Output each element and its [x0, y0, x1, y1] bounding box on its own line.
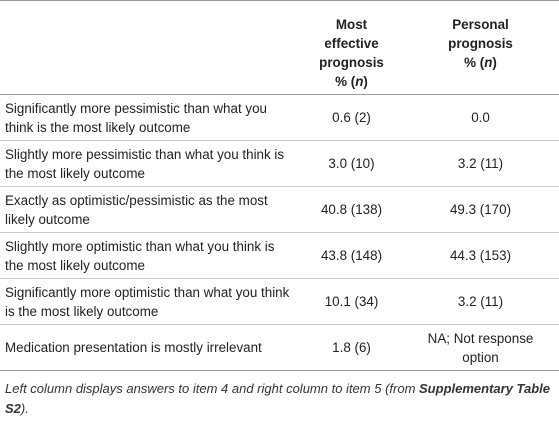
- row-label: Medication presentation is mostly irrele…: [5, 340, 262, 355]
- header-line: prognosis: [448, 36, 513, 51]
- table-body: Significantly more pessimistic than what…: [0, 95, 559, 371]
- table: Most effective prognosis % (n) Personal …: [0, 0, 559, 371]
- header-unit: % (: [335, 74, 356, 89]
- row-label: Significantly more pessimistic than what…: [5, 100, 267, 135]
- cell-value: NA; Not response option: [427, 330, 534, 365]
- table-row: Medication presentation is mostly irrele…: [0, 325, 559, 371]
- footnote-ref: Supplementary Table S2: [5, 381, 551, 416]
- table-row: Slightly more pessimistic than what you …: [0, 141, 559, 187]
- cell-value: 3.0 (10): [328, 156, 375, 171]
- cell-value: 3.2 (11): [457, 294, 504, 309]
- cell-value: 10.1 (34): [324, 294, 379, 309]
- header-unit: ): [492, 55, 497, 70]
- header-unit: ): [363, 74, 368, 89]
- header-unit-var: n: [355, 74, 364, 89]
- header-line: Personal: [452, 17, 509, 32]
- table-row: Significantly more pessimistic than what…: [0, 95, 559, 141]
- footnote-text: ).: [20, 401, 29, 416]
- header-unit: % (: [464, 55, 485, 70]
- cell-value: 0.6 (2): [332, 110, 371, 125]
- cell-value: 1.8 (6): [332, 340, 371, 355]
- header-unit-var: n: [484, 55, 493, 70]
- cell-value: 44.3 (153): [449, 248, 512, 263]
- footnote-text: Left column displays answers to item 4 a…: [5, 381, 420, 396]
- cell-value: 0.0: [471, 110, 490, 125]
- table-row: Significantly more optimistic than what …: [0, 279, 559, 325]
- row-label: Slightly more pessimistic than what you …: [5, 146, 285, 181]
- header-row: Most effective prognosis % (n) Personal …: [0, 0, 559, 95]
- row-label: Significantly more optimistic than what …: [5, 284, 290, 319]
- cell-value: 43.8 (148): [320, 248, 383, 263]
- row-label: Exactly as optimistic/pessimistic as the…: [5, 192, 268, 227]
- table-row: Slightly more optimistic than what you t…: [0, 233, 559, 279]
- header-line: Most effective: [324, 17, 379, 51]
- cell-value: 40.8 (138): [320, 202, 383, 217]
- header-cell: Personal prognosis % (n): [402, 1, 559, 95]
- cell-value: 3.2 (11): [457, 156, 504, 171]
- header-empty: [0, 1, 301, 95]
- header-line: prognosis: [319, 55, 384, 70]
- footnote: Left column displays answers to item 4 a…: [5, 379, 550, 419]
- row-label: Slightly more optimistic than what you t…: [5, 238, 275, 273]
- table-row: Exactly as optimistic/pessimistic as the…: [0, 187, 559, 233]
- header-cell: Most effective prognosis % (n): [301, 1, 402, 95]
- cell-value: 49.3 (170): [449, 202, 512, 217]
